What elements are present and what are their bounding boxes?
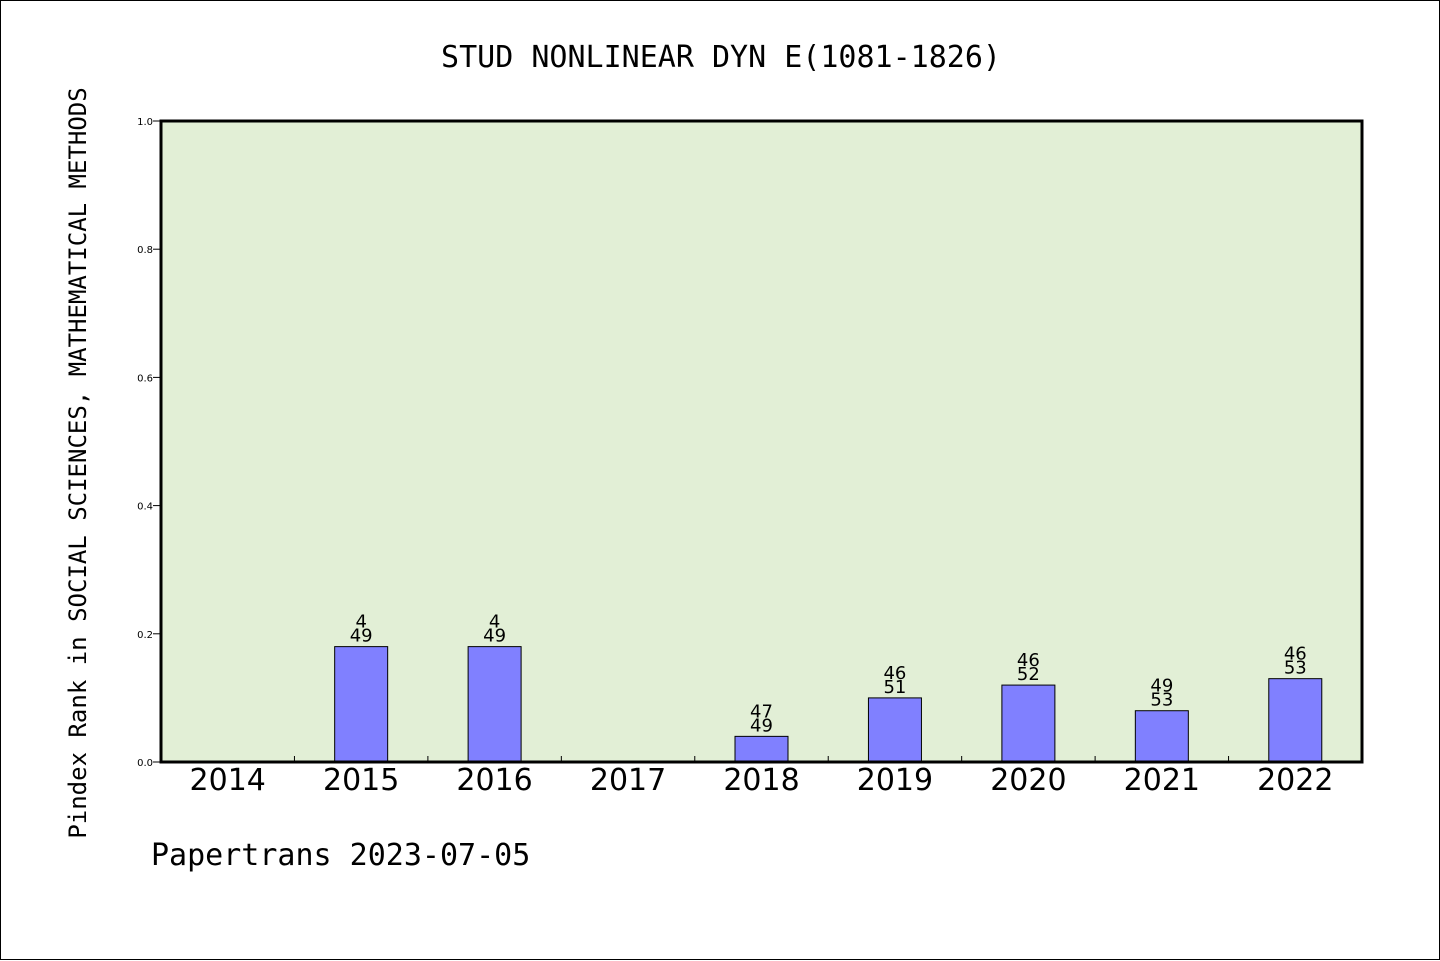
bar-label-bottom: 49 xyxy=(750,715,773,736)
y-axis-label: Pindex Rank in SOCIAL SCIENCES, MATHEMAT… xyxy=(64,87,92,838)
y-tick-label: 0.4 xyxy=(137,502,153,513)
bar-2015 xyxy=(334,646,389,763)
x-tick-label: 2022 xyxy=(1257,763,1333,798)
x-tick-label: 2014 xyxy=(190,763,266,798)
x-tick-label: 2018 xyxy=(723,763,799,798)
y-tick-label: 0.2 xyxy=(137,630,153,641)
chart-title: STUD NONLINEAR DYN E(1081-1826) xyxy=(441,40,1001,75)
x-tick-label: 2019 xyxy=(857,763,933,798)
y-tick-label: 0.8 xyxy=(137,245,153,256)
bar-2016 xyxy=(467,646,522,763)
bar-label-top: 46 xyxy=(883,663,906,684)
plot-border xyxy=(159,119,1364,764)
x-tick-label: 2021 xyxy=(1124,763,1200,798)
x-tick-label: 2017 xyxy=(590,763,666,798)
bar-label-bottom: 53 xyxy=(1284,658,1307,679)
y-tick-label: 0.6 xyxy=(137,373,153,384)
bar-2018 xyxy=(734,735,789,763)
bar-2020 xyxy=(1001,684,1056,763)
bar-label-bottom: 52 xyxy=(1017,664,1040,685)
y-axis: 0.0 0.2 0.4 0.6 0.8 1.0 xyxy=(137,117,161,769)
y-tick-label: 0.0 xyxy=(137,758,153,769)
x-tick-label: 2015 xyxy=(323,763,399,798)
bar-label-top: 4 xyxy=(355,612,366,633)
x-tick-label: 2020 xyxy=(990,763,1066,798)
bar-label-bottom: 53 xyxy=(1150,690,1173,711)
footer-credit: Papertrans 2023-07-05 xyxy=(151,838,530,873)
bar-label-bottom: 49 xyxy=(483,626,506,647)
bar-label-top: 46 xyxy=(1284,644,1307,665)
bar-2022 xyxy=(1268,678,1323,763)
bar-label-top: 46 xyxy=(1017,650,1040,671)
bar-label-top: 47 xyxy=(750,701,773,722)
bar-2019 xyxy=(867,697,922,763)
y-tick-label: 1.0 xyxy=(137,117,153,128)
bar-label-bottom: 49 xyxy=(350,626,373,647)
bar-label-bottom: 51 xyxy=(883,677,906,698)
x-tick-label: 2016 xyxy=(456,763,532,798)
x-axis: 2014 2015 2016 2017 2018 2019 2020 2021 2022 xyxy=(190,756,1333,798)
bar-2021 xyxy=(1134,710,1189,763)
bar-label-top: 4 xyxy=(489,612,500,633)
bar-label-top: 49 xyxy=(1150,676,1173,697)
